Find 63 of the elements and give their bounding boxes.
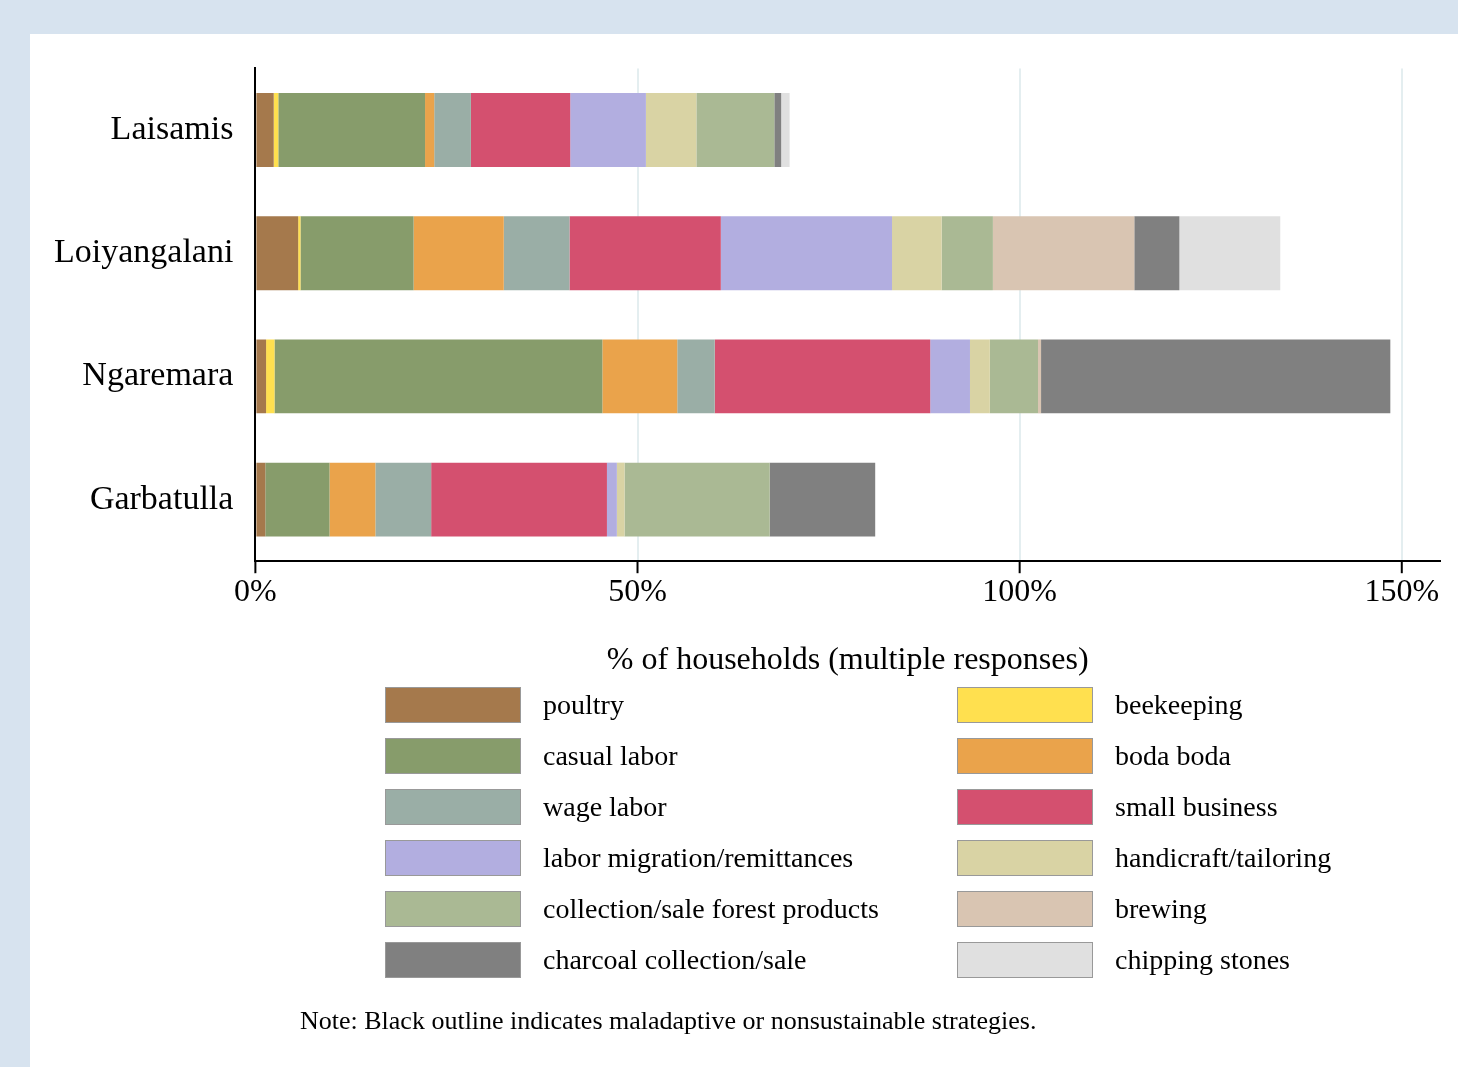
bar bbox=[266, 339, 275, 414]
bar bbox=[969, 339, 990, 414]
bar bbox=[696, 93, 775, 167]
y-tick-label: Loiyangalani bbox=[53, 232, 234, 270]
legend-label: labor migration/remittances bbox=[543, 841, 854, 874]
bar bbox=[1041, 339, 1391, 414]
bar bbox=[781, 93, 790, 167]
bar bbox=[300, 216, 414, 291]
bar bbox=[930, 339, 970, 414]
legend-label: handicraft/tailoring bbox=[1115, 841, 1332, 874]
bar bbox=[256, 93, 274, 167]
bar bbox=[1179, 216, 1281, 291]
legend-label: beekeeping bbox=[1115, 688, 1243, 721]
legend-label: collection/sale forest products bbox=[543, 892, 879, 925]
legend-label: chipping stones bbox=[1115, 943, 1290, 976]
bar bbox=[274, 339, 603, 414]
bar bbox=[645, 93, 697, 167]
bar bbox=[769, 462, 876, 537]
bar bbox=[992, 216, 1135, 291]
bar bbox=[616, 462, 625, 537]
bar bbox=[570, 93, 646, 167]
x-tick-label: 150% bbox=[1364, 571, 1440, 608]
bar bbox=[606, 462, 617, 537]
legend-label: boda boda bbox=[1115, 739, 1231, 772]
bar bbox=[256, 216, 299, 291]
text: Note: Black outline indicates maladaptive or nonsustainable strategies. bbox=[300, 1006, 1038, 1036]
legend-label: wage labor bbox=[543, 790, 667, 823]
bar bbox=[714, 339, 931, 414]
bar bbox=[602, 339, 678, 414]
bar bbox=[375, 462, 432, 537]
bar bbox=[434, 93, 471, 167]
legend-label: small business bbox=[1115, 790, 1278, 823]
x-tick-label: 50% bbox=[608, 571, 667, 608]
x-axis-title: % of households (multiple responses) bbox=[606, 640, 1089, 677]
bar bbox=[892, 216, 942, 291]
bar bbox=[278, 93, 426, 167]
y-tick-label: Garbatulla bbox=[89, 478, 234, 516]
legend-label: poultry bbox=[543, 688, 624, 721]
legend-label: casual labor bbox=[543, 739, 678, 772]
y-tick-label: Laisamis bbox=[110, 108, 234, 146]
bar bbox=[941, 216, 993, 291]
bar bbox=[256, 462, 266, 537]
bar bbox=[470, 93, 571, 167]
bar bbox=[425, 93, 435, 167]
bar bbox=[624, 462, 770, 537]
bar bbox=[431, 462, 607, 537]
bar bbox=[503, 216, 570, 291]
bar bbox=[1037, 339, 1042, 414]
x-tick-label: 0% bbox=[234, 571, 277, 608]
bar bbox=[774, 93, 782, 167]
legend-label: charcoal collection/sale bbox=[543, 943, 807, 976]
bar bbox=[569, 216, 721, 291]
bar bbox=[256, 339, 267, 414]
bar bbox=[265, 462, 330, 537]
y-tick-label: Ngaremara bbox=[82, 355, 234, 393]
bar bbox=[720, 216, 893, 291]
bar bbox=[329, 462, 376, 537]
bar bbox=[413, 216, 504, 291]
bar bbox=[677, 339, 715, 414]
x-tick-label: 100% bbox=[982, 571, 1057, 608]
legend-label: brewing bbox=[1115, 892, 1207, 925]
bar bbox=[989, 339, 1038, 414]
bar bbox=[1134, 216, 1180, 291]
